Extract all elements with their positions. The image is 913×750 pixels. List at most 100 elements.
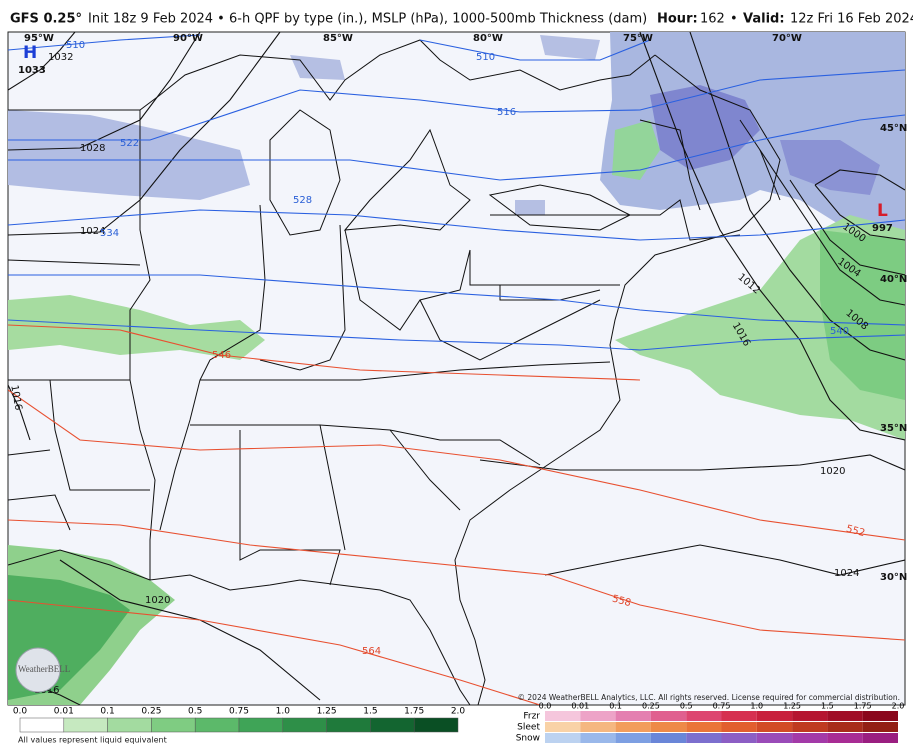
isobar: [479, 454, 905, 471]
isobar: [689, 32, 905, 361]
high-symbol: H: [23, 43, 37, 63]
color-tick-label: 0.5: [188, 707, 202, 717]
color-swatch: [63, 717, 108, 733]
color-swatch: [756, 733, 793, 743]
color-swatch: [686, 733, 722, 743]
legend: All values represent liquid equivalent F…: [13, 702, 905, 745]
state-border: [239, 424, 461, 586]
color-swatch: [827, 733, 863, 743]
logo-badge: [15, 647, 61, 693]
color-tick-label: 0.1: [100, 707, 114, 717]
color-tick-label: 1.5: [363, 707, 377, 717]
latitude-label: 35°N: [880, 423, 907, 434]
map-description: Init 18z 9 Feb 2024 • 6-h QPF by type (i…: [88, 12, 647, 27]
state-border: [159, 204, 266, 531]
color-swatch: [756, 722, 793, 732]
thickness-line: [8, 69, 905, 141]
low-symbol: L: [877, 201, 888, 221]
color-swatch: [721, 722, 757, 732]
color-tick-label: 0.1: [609, 702, 622, 711]
color-swatch: [721, 711, 757, 721]
longitude-label: 90°W: [173, 33, 203, 44]
logo: WeatherBELL: [18, 664, 70, 674]
thickness-label: 546: [212, 350, 231, 361]
coastline: [454, 54, 781, 705]
thickness-line: [8, 324, 641, 381]
color-swatch: [326, 717, 371, 733]
color-swatch: [686, 722, 722, 732]
isobar-label: 1024: [80, 226, 105, 237]
color-tick-label: 1.5: [821, 702, 834, 711]
color-swatch: [827, 711, 863, 721]
hour-label: Hour:: [657, 12, 698, 27]
color-tick-label: 1.25: [783, 702, 801, 711]
color-swatch: [107, 717, 152, 733]
color-swatch: [615, 722, 651, 732]
latitude-label: 45°N: [880, 123, 907, 134]
color-tick-label: 2.0: [892, 702, 905, 711]
isobar-label: 1024: [834, 568, 859, 579]
isobar-label: 1016: [8, 384, 23, 411]
color-swatch: [282, 717, 327, 733]
color-swatch: [792, 733, 828, 743]
thickness-label: 522: [120, 138, 139, 149]
map: 95°W 90°W 85°W 80°W 75°W 70°W 45°N 40°N …: [7, 31, 907, 706]
thickness-label: 564: [362, 646, 381, 657]
isobar-label: 1032: [48, 52, 73, 63]
color-tick-label: 1.75: [854, 702, 872, 711]
color-swatch: [19, 717, 65, 733]
color-swatch: [756, 711, 793, 721]
color-swatch: [862, 722, 898, 732]
latitude-label: 30°N: [880, 572, 907, 583]
color-tick-label: 0.25: [642, 702, 660, 711]
thickness-label: 510: [476, 52, 495, 63]
isobar-label: 1028: [80, 143, 105, 154]
longitude-label: 75°W: [623, 33, 653, 44]
state-border: [8, 449, 71, 531]
state-border: [190, 424, 541, 466]
snow-area: [290, 55, 345, 80]
coastline: [8, 549, 471, 705]
low-pressure: 997: [872, 223, 893, 234]
color-swatch: [721, 733, 757, 743]
thickness-label: 528: [293, 195, 312, 206]
thickness-line: [8, 34, 201, 51]
longitude-label: 80°W: [473, 33, 503, 44]
color-tick-label: 0.0: [539, 702, 552, 711]
valid-label: Valid:: [743, 12, 785, 27]
thickness-label: 558: [611, 594, 632, 610]
thickness-line: [8, 599, 541, 705]
thickness-label: 510: [66, 40, 85, 51]
legend-note: All values represent liquid equivalent: [18, 736, 167, 745]
isobar: [8, 32, 281, 236]
color-tick-label: 0.25: [141, 707, 161, 717]
precip-type: Sleet: [517, 723, 540, 733]
state-border: [259, 224, 346, 371]
thickness-line: [8, 319, 905, 351]
isobar-label: 1020: [145, 595, 170, 606]
color-tick-label: 1.75: [404, 707, 424, 717]
thickness-line: [8, 519, 905, 641]
thickness-line: [8, 389, 905, 541]
color-swatch: [615, 733, 651, 743]
color-swatch: [792, 711, 828, 721]
hour-value: 162: [700, 12, 725, 27]
longitude-label: 70°W: [772, 33, 802, 44]
isobar-label: 1020: [820, 466, 845, 477]
snow-area: [540, 35, 600, 60]
color-swatch: [686, 711, 722, 721]
color-tick-label: 0.01: [571, 702, 589, 711]
color-swatch: [194, 717, 240, 733]
color-swatch: [792, 722, 828, 732]
precip-type: Snow: [516, 734, 540, 744]
color-tick-label: 1.25: [317, 707, 337, 717]
color-swatch: [615, 711, 651, 721]
thickness-label: 516: [497, 107, 516, 118]
color-swatch: [580, 733, 616, 743]
color-swatch: [650, 733, 687, 743]
isobar: [789, 179, 905, 276]
state-border: [200, 361, 611, 381]
color-swatch: [370, 717, 415, 733]
snow-area: [515, 200, 545, 215]
